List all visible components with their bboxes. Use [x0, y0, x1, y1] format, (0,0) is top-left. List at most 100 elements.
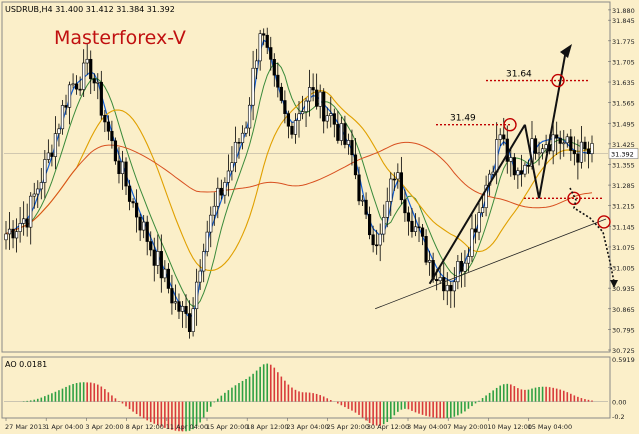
candle-body — [163, 268, 167, 279]
candle-body — [110, 130, 114, 142]
candle-body — [32, 193, 36, 197]
candle-body — [297, 113, 301, 121]
ma-long-line — [5, 141, 593, 235]
candle-body — [491, 171, 495, 175]
x-tick-label: 30 Apr 12:00 — [367, 423, 409, 431]
y-tick-label: 31.565 — [612, 100, 635, 108]
ao-title: AO 0.0181 — [5, 360, 47, 369]
candle-body — [544, 144, 548, 150]
y-tick-label: 30.865 — [612, 306, 635, 314]
candle-body — [230, 162, 234, 172]
candle-body — [579, 141, 584, 163]
candle-body — [286, 113, 291, 127]
candle-body — [149, 241, 153, 251]
candle-body — [75, 83, 79, 90]
candle-body — [551, 134, 555, 152]
candle-body — [413, 226, 418, 232]
candle-body — [131, 201, 135, 204]
candle-body — [265, 34, 269, 48]
candle-body — [60, 105, 65, 130]
current-price-tag — [608, 148, 639, 159]
candle-body — [364, 199, 368, 215]
candle-body — [293, 120, 298, 135]
candle-body — [138, 216, 142, 231]
y-tick-label: 31.880 — [612, 7, 635, 15]
level-label-high: 31.64 — [506, 70, 532, 80]
candle-body — [145, 221, 149, 242]
candle-body — [191, 308, 195, 332]
candle-body — [445, 285, 449, 292]
candle-body — [470, 228, 474, 257]
candle-body — [269, 47, 273, 60]
candle-body — [371, 234, 375, 246]
candle-body — [417, 226, 421, 229]
candle-body — [25, 218, 29, 228]
candle-body — [339, 123, 343, 141]
x-tick-label: 15 Apr 20:00 — [206, 423, 248, 431]
y-tick-label: 31.005 — [612, 265, 635, 273]
x-tick-label: 27 Mar 2013 — [5, 423, 46, 431]
candle-body — [96, 81, 100, 84]
candle-body — [572, 150, 576, 155]
ao-tick-label: 0.00 — [612, 399, 626, 407]
candle-body — [276, 74, 280, 88]
candle-body — [382, 217, 386, 235]
candle-body — [180, 306, 185, 312]
candle-body — [89, 58, 93, 80]
candle-body — [120, 161, 125, 175]
candle-body — [438, 277, 442, 282]
candle-body — [519, 170, 523, 175]
candle-body — [555, 134, 559, 139]
candle-body — [223, 182, 227, 196]
candle-body — [463, 262, 467, 272]
candle-body — [449, 285, 453, 292]
candle-body — [71, 83, 75, 86]
target-circle — [597, 215, 611, 229]
candle-body — [459, 261, 463, 272]
candle-body — [442, 277, 446, 292]
candle-body — [307, 87, 312, 102]
candle-body — [350, 140, 354, 156]
candle-body — [4, 233, 8, 241]
candle-body — [586, 148, 591, 155]
candle-body — [36, 188, 40, 195]
candle-body — [368, 214, 372, 236]
y-tick-label: 31.705 — [612, 58, 635, 66]
y-tick-label: 31.425 — [612, 141, 635, 149]
candle-body — [329, 113, 333, 116]
candle-body — [240, 132, 245, 144]
candle-body — [396, 172, 400, 180]
candle-body — [435, 279, 439, 282]
candle-body — [562, 142, 566, 145]
impulse-line — [428, 124, 526, 285]
candle-body — [565, 136, 569, 144]
candle-body — [135, 202, 139, 218]
ao-tick-label: -0.2 — [612, 413, 625, 421]
y-tick-label: 31.145 — [612, 223, 635, 231]
candle-body — [502, 134, 506, 140]
candle-body — [540, 148, 545, 154]
candle-body — [537, 152, 541, 155]
y-tick-label: 30.725 — [612, 347, 635, 355]
current-price-label: 31.392 — [611, 151, 634, 159]
x-tick-label: 8 Apr 12:00 — [126, 423, 164, 431]
candle-body — [424, 236, 428, 263]
candle-body — [315, 89, 319, 107]
candle-body — [410, 220, 414, 232]
candle-body — [46, 152, 50, 160]
candle-body — [156, 251, 160, 266]
candle-body — [406, 212, 411, 222]
candle-body — [7, 228, 12, 235]
candle-body — [244, 127, 248, 134]
candle-body — [124, 161, 128, 187]
candle-body — [279, 86, 283, 101]
candle-body — [251, 67, 255, 106]
candle-body — [159, 251, 163, 279]
y-tick-label: 31.075 — [612, 244, 635, 252]
candle-body — [117, 160, 121, 175]
x-tick-label: 7 May 20:00 — [447, 423, 487, 431]
x-tick-label: 23 Apr 04:00 — [286, 423, 328, 431]
candle-body — [558, 137, 562, 144]
x-tick-label: 15 May 04:00 — [528, 423, 573, 431]
projection-line — [538, 49, 567, 199]
